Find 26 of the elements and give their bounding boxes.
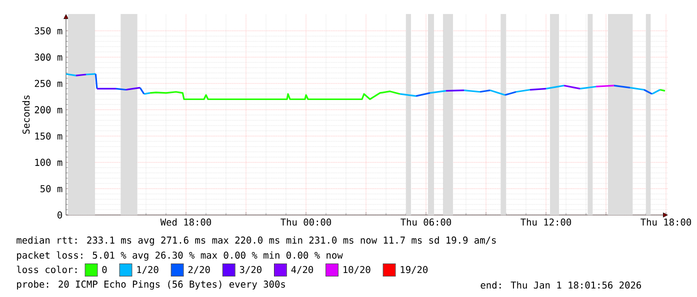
y-tick-label: 50 m [40, 185, 62, 192]
legend-label: 10/20 [344, 266, 370, 274]
y-tick-label: 350 m [34, 27, 62, 34]
y-axis-title: Seconds [22, 95, 30, 134]
legend-label: 3/20 [240, 266, 262, 274]
text: end: Thu Jan 1 18:01:56 2026 [480, 281, 642, 289]
x-tick-label: Thu 06:00 [400, 218, 452, 226]
y-tick-label: 200 m [34, 106, 62, 114]
legend-title: loss color: [16, 266, 77, 274]
legend-label: 4/20 [291, 266, 314, 274]
text: probe: 20 ICMP Echo Pings (56 Bytes) every 300s [17, 280, 285, 290]
x-tick-label: Thu 00:00 [280, 218, 332, 226]
legend-label: 2/20 [188, 266, 210, 274]
legend-label: 19/20 [400, 266, 428, 274]
y-tick-label: 0 [58, 211, 62, 219]
y-tick-label: 150 m [35, 132, 62, 140]
text: packet loss: 5.01 % avg 26.30 % max 0.00 % min 0.00 % now [17, 251, 343, 261]
x-tick-label: Wed 18:00 [160, 218, 212, 226]
y-tick-label: 100 m [35, 158, 62, 166]
y-tick-label: 300 m [34, 54, 62, 61]
legend-label: 0 [102, 266, 107, 274]
text: median rtt: 233.1 ms avg 271.6 ms max 220.0 ms min 231.0 ms now 11.7 ms sd 19.9 am/s [16, 236, 496, 246]
y-tick-label: 250 m [34, 80, 62, 88]
x-tick-label: Thu 12:00 [520, 218, 572, 226]
legend-label: 1/20 [137, 266, 158, 274]
x-tick-label: Thu 18:00 [640, 218, 692, 226]
